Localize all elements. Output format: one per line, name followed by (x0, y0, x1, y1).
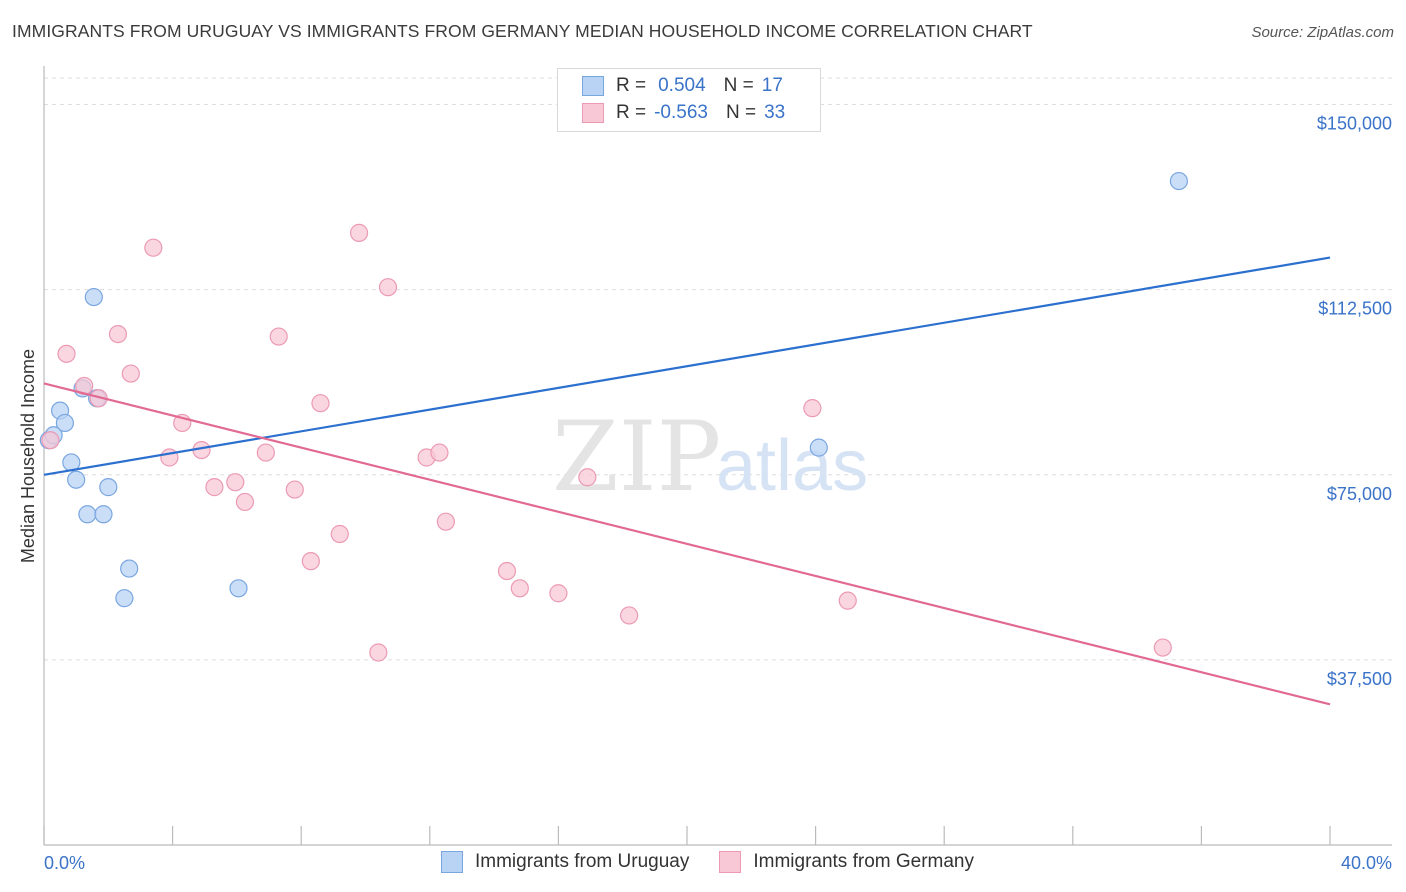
watermark-zip: ZIP (552, 401, 721, 513)
legend-item-uruguay[interactable]: Immigrants from Uruguay (441, 851, 689, 873)
germany-r-value: -0.563 (654, 102, 708, 123)
germany-legend-label: Immigrants from Germany (753, 851, 974, 872)
uruguay-point (229, 579, 248, 598)
germany-point (285, 480, 304, 499)
germany-point (436, 512, 455, 531)
uruguay-point (809, 438, 828, 457)
germany-point (549, 584, 568, 603)
uruguay-point (67, 470, 86, 489)
trend-layer (43, 256, 1331, 706)
germany-point (510, 579, 529, 598)
y-tick-label: $75,000 (1327, 484, 1392, 504)
germany-point (620, 606, 639, 625)
germany-point (330, 524, 349, 544)
germany-legend-swatch (719, 851, 742, 873)
germany-n-value: 33 (764, 102, 786, 123)
germany-point (57, 344, 76, 363)
axes-layer (43, 66, 1392, 846)
uruguay-legend-label: Immigrants from Uruguay (475, 851, 690, 872)
watermark: ZIP atlas (552, 401, 868, 513)
grid-layer (44, 77, 1392, 661)
stats-legend: R = 0.504 N = 17 R = -0.563 N = 33 (557, 68, 821, 132)
germany-swatch (582, 103, 604, 123)
germany-trend-line (43, 382, 1331, 706)
uruguay-legend-swatch (441, 851, 463, 873)
y-tick-label: $112,500 (1318, 299, 1392, 319)
x-tick-label-min: 0.0% (44, 853, 85, 873)
uruguay-swatch (582, 76, 604, 96)
germany-point (349, 223, 369, 242)
germany-point (311, 394, 330, 413)
germany-point (301, 552, 320, 571)
germany-point (41, 431, 60, 450)
legend-row-uruguay: R = 0.504 N = 17 (582, 74, 783, 98)
germany-point (121, 364, 140, 383)
legend-row-germany: R = -0.563 N = 33 (582, 101, 785, 125)
uruguay-point (94, 505, 113, 524)
germany-point (378, 278, 398, 297)
uruguay-trend-line (43, 256, 1331, 476)
germany-point (256, 443, 275, 462)
labels-layer: $37,500 $75,000 $112,500 $150,000 0.0% 40.0% (44, 114, 1392, 873)
germany-point (269, 327, 288, 346)
uruguay-point (99, 478, 118, 497)
x-tick-label-max: 40.0% (1341, 853, 1392, 873)
r-label: R = (616, 102, 647, 123)
n-label: N = (723, 75, 754, 96)
germany-point (430, 443, 449, 462)
y-tick-label: $150,000 (1317, 114, 1392, 134)
uruguay-n-value: 17 (761, 75, 783, 96)
points-layer (39, 171, 1188, 662)
germany-point (205, 478, 224, 497)
uruguay-r-value: 0.504 (658, 75, 706, 96)
r-label: R = (616, 75, 647, 96)
germany-point (497, 561, 517, 581)
uruguay-point (115, 589, 134, 608)
uruguay-point (1169, 171, 1188, 191)
germany-point (1153, 638, 1172, 657)
y-tick-label: $37,500 (1327, 669, 1392, 689)
germany-point (144, 238, 163, 257)
series-legend: Immigrants from Uruguay Immigrants from … (441, 851, 1004, 873)
chart-title: IMMIGRANTS FROM URUGUAY VS IMMIGRANTS FR… (12, 21, 1033, 41)
germany-point (838, 591, 857, 610)
y-axis-label: Median Household Income (18, 349, 38, 563)
n-label: N = (725, 102, 757, 123)
uruguay-point (78, 505, 97, 524)
germany-point (235, 492, 255, 512)
germany-point (369, 643, 388, 662)
germany-point (108, 324, 128, 344)
watermark-atlas: atlas (716, 426, 868, 506)
legend-item-germany[interactable]: Immigrants from Germany (719, 851, 974, 873)
uruguay-point (120, 559, 139, 578)
uruguay-point (55, 413, 74, 433)
germany-point (578, 468, 597, 487)
uruguay-point (84, 287, 103, 307)
germany-point (226, 473, 245, 492)
germany-point (803, 399, 822, 418)
source-credit: Source: ZipAtlas.com (1251, 24, 1394, 41)
